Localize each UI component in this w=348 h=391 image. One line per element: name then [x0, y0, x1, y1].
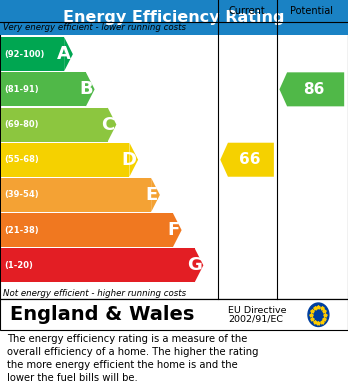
Bar: [1, 248, 195, 282]
Bar: [1, 213, 173, 247]
Text: EU Directive: EU Directive: [228, 305, 286, 315]
Bar: [0, 0, 348, 35]
Text: Potential: Potential: [290, 6, 333, 16]
Polygon shape: [220, 143, 274, 177]
Text: C: C: [101, 115, 114, 134]
Bar: [1, 143, 129, 177]
Text: 2002/91/EC: 2002/91/EC: [228, 315, 283, 324]
Polygon shape: [108, 108, 116, 142]
Bar: [0, 0, 348, 299]
Polygon shape: [279, 72, 344, 106]
Text: Not energy efficient - higher running costs: Not energy efficient - higher running co…: [3, 289, 187, 298]
Text: (39-54): (39-54): [4, 190, 39, 199]
Polygon shape: [151, 178, 160, 212]
Bar: [1, 72, 86, 106]
Text: (1-20): (1-20): [4, 261, 33, 270]
Polygon shape: [129, 143, 138, 177]
Text: E: E: [146, 186, 158, 204]
Text: D: D: [121, 151, 136, 169]
Bar: [0, 299, 348, 330]
Bar: [1, 108, 108, 142]
Text: The energy efficiency rating is a measure of the
overall efficiency of a home. T: The energy efficiency rating is a measur…: [7, 334, 259, 383]
Text: F: F: [168, 221, 180, 239]
Text: A: A: [57, 45, 71, 63]
Bar: [1, 37, 64, 71]
Polygon shape: [86, 72, 95, 106]
Text: England & Wales: England & Wales: [10, 305, 195, 324]
Text: Current: Current: [229, 6, 266, 16]
Circle shape: [308, 303, 329, 326]
Text: (81-91): (81-91): [4, 85, 39, 94]
Text: (21-38): (21-38): [4, 226, 39, 235]
Text: Very energy efficient - lower running costs: Very energy efficient - lower running co…: [3, 23, 187, 32]
Text: (92-100): (92-100): [4, 50, 45, 59]
Text: G: G: [187, 256, 201, 274]
Polygon shape: [64, 37, 73, 71]
Text: Energy Efficiency Rating: Energy Efficiency Rating: [63, 10, 285, 25]
Bar: [1, 178, 151, 212]
Text: 86: 86: [303, 82, 325, 97]
Text: (55-68): (55-68): [4, 155, 39, 164]
Polygon shape: [195, 248, 203, 282]
Polygon shape: [173, 213, 182, 247]
Text: (69-80): (69-80): [4, 120, 39, 129]
Text: B: B: [79, 80, 93, 99]
Text: 66: 66: [239, 152, 260, 167]
